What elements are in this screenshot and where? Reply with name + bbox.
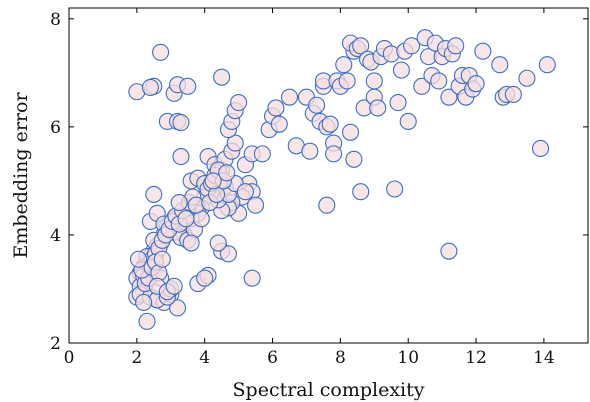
data-point <box>267 99 285 117</box>
data-point <box>153 250 171 268</box>
x-tick-label: 14 <box>533 348 555 368</box>
plot-frame <box>68 7 589 344</box>
data-point <box>352 37 370 55</box>
data-point <box>325 145 343 163</box>
x-tick-label: 10 <box>397 348 419 368</box>
data-point <box>172 148 190 166</box>
data-point <box>226 134 244 152</box>
data-point <box>369 99 387 117</box>
data-point <box>172 113 190 132</box>
data-point <box>352 183 370 201</box>
data-point <box>335 56 353 74</box>
data-point <box>341 123 360 141</box>
data-point <box>270 115 288 133</box>
data-point <box>447 37 465 55</box>
data-point <box>413 77 431 95</box>
x-tick-label: 0 <box>64 348 75 368</box>
data-point <box>318 196 336 214</box>
data-point <box>141 78 159 96</box>
data-point <box>399 112 417 131</box>
data-point <box>218 164 236 182</box>
x-axis-label: Spectral complexity <box>233 379 425 401</box>
data-point <box>392 61 410 79</box>
data-point <box>219 245 237 263</box>
x-tick-label: 12 <box>465 348 487 368</box>
data-point <box>182 234 200 252</box>
data-point <box>196 269 214 287</box>
y-tick-label: 8 <box>50 10 61 30</box>
data-point <box>209 234 227 252</box>
data-point <box>504 85 522 104</box>
data-point <box>518 69 536 87</box>
data-point <box>321 115 339 133</box>
data-point <box>403 37 421 55</box>
data-point <box>152 43 170 61</box>
data-point <box>301 142 319 160</box>
data-point <box>135 293 153 312</box>
data-point <box>440 242 458 260</box>
data-point <box>129 250 148 268</box>
data-point <box>177 210 195 228</box>
data-point <box>345 150 363 168</box>
data-point <box>230 94 248 112</box>
y-tick-label: 6 <box>50 118 61 138</box>
x-tick-label: 6 <box>267 348 278 368</box>
data-point <box>213 68 231 86</box>
x-tick-label: 8 <box>335 348 346 368</box>
data-point <box>280 88 299 106</box>
data-point <box>247 196 265 214</box>
data-point <box>474 42 492 60</box>
data-point <box>365 72 383 90</box>
data-point <box>491 56 509 74</box>
data-point <box>308 96 326 114</box>
x-tick-label: 4 <box>199 348 210 368</box>
data-point <box>440 88 458 106</box>
data-point <box>389 94 407 112</box>
y-axis-label: Embedding error <box>10 92 32 259</box>
x-tick-label: 2 <box>131 348 142 368</box>
data-point <box>165 277 183 295</box>
data-point <box>253 145 271 163</box>
x-axis: 0 2 4 6 8 10 12 14 <box>64 8 555 368</box>
data-point <box>243 269 261 287</box>
data-point <box>179 77 197 95</box>
y-tick-label: 4 <box>50 226 61 246</box>
data-point <box>145 185 163 203</box>
data-point <box>531 139 550 158</box>
data-point <box>338 72 356 90</box>
data-point <box>138 312 156 330</box>
y-axis: 2 4 6 8 <box>50 10 588 354</box>
points-layer <box>128 29 556 330</box>
data-point <box>204 172 222 190</box>
data-point <box>430 72 448 90</box>
data-point <box>170 193 188 212</box>
data-point <box>538 56 556 74</box>
data-point <box>467 75 485 93</box>
y-tick-label: 2 <box>50 334 61 354</box>
data-point <box>386 180 404 198</box>
data-point <box>236 183 254 201</box>
data-point <box>168 299 187 317</box>
